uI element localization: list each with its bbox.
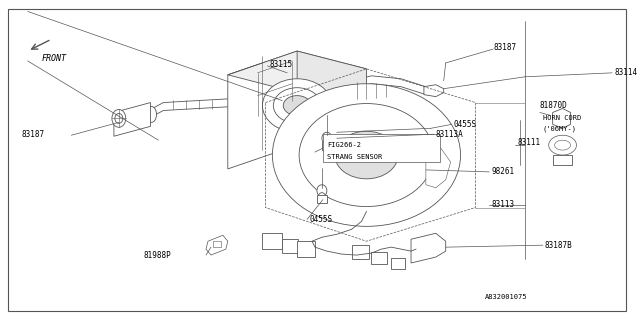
Text: 83113: 83113 bbox=[492, 200, 515, 209]
Bar bbox=[213, 241, 221, 247]
Ellipse shape bbox=[322, 132, 332, 144]
Bar bbox=[371, 252, 387, 264]
Polygon shape bbox=[243, 69, 307, 134]
Ellipse shape bbox=[317, 185, 327, 197]
Bar bbox=[351, 245, 369, 259]
Polygon shape bbox=[206, 235, 228, 255]
Polygon shape bbox=[148, 99, 243, 118]
Text: 83187: 83187 bbox=[493, 43, 516, 52]
Text: FIG266-2: FIG266-2 bbox=[327, 142, 361, 148]
Ellipse shape bbox=[299, 104, 434, 206]
Polygon shape bbox=[307, 69, 351, 126]
Text: FRONT: FRONT bbox=[42, 54, 67, 63]
Text: ('06MY-): ('06MY-) bbox=[543, 125, 577, 132]
Ellipse shape bbox=[284, 96, 311, 116]
Ellipse shape bbox=[336, 85, 346, 93]
Polygon shape bbox=[243, 69, 351, 105]
Polygon shape bbox=[228, 51, 367, 93]
Ellipse shape bbox=[335, 131, 398, 179]
Ellipse shape bbox=[147, 107, 157, 122]
Bar bbox=[391, 258, 405, 269]
Ellipse shape bbox=[115, 114, 123, 123]
Polygon shape bbox=[114, 102, 150, 136]
Polygon shape bbox=[297, 51, 367, 163]
Polygon shape bbox=[548, 135, 577, 155]
Polygon shape bbox=[411, 233, 445, 263]
Text: 83111: 83111 bbox=[517, 138, 540, 147]
Text: HORN CORD: HORN CORD bbox=[543, 116, 581, 121]
Bar bbox=[282, 239, 298, 253]
Ellipse shape bbox=[318, 193, 326, 203]
Text: A832001075: A832001075 bbox=[485, 294, 528, 300]
Text: 83115: 83115 bbox=[269, 60, 292, 69]
Ellipse shape bbox=[273, 88, 321, 123]
Text: 0455S: 0455S bbox=[309, 215, 332, 224]
Polygon shape bbox=[553, 155, 572, 165]
Polygon shape bbox=[337, 76, 426, 100]
Ellipse shape bbox=[262, 79, 332, 132]
Polygon shape bbox=[424, 85, 444, 97]
Ellipse shape bbox=[273, 84, 461, 226]
Bar bbox=[262, 233, 282, 249]
Ellipse shape bbox=[338, 86, 344, 91]
Text: 83187: 83187 bbox=[22, 130, 45, 139]
Text: 81988P: 81988P bbox=[143, 251, 172, 260]
Text: 0455S: 0455S bbox=[454, 120, 477, 129]
Polygon shape bbox=[228, 51, 297, 169]
Text: 83187B: 83187B bbox=[545, 241, 573, 250]
Bar bbox=[317, 195, 327, 203]
Ellipse shape bbox=[112, 109, 126, 127]
Polygon shape bbox=[553, 108, 570, 128]
Polygon shape bbox=[555, 140, 570, 150]
Text: 83114: 83114 bbox=[614, 68, 637, 77]
Bar bbox=[322, 142, 332, 150]
Bar bbox=[297, 241, 315, 257]
Bar bbox=[323, 134, 440, 162]
Ellipse shape bbox=[323, 140, 331, 150]
Text: STRANG SENSOR: STRANG SENSOR bbox=[327, 154, 382, 160]
Text: 83113A: 83113A bbox=[436, 130, 463, 139]
Text: 81870D: 81870D bbox=[540, 101, 568, 110]
Text: 98261: 98261 bbox=[492, 167, 515, 176]
Polygon shape bbox=[426, 142, 451, 188]
